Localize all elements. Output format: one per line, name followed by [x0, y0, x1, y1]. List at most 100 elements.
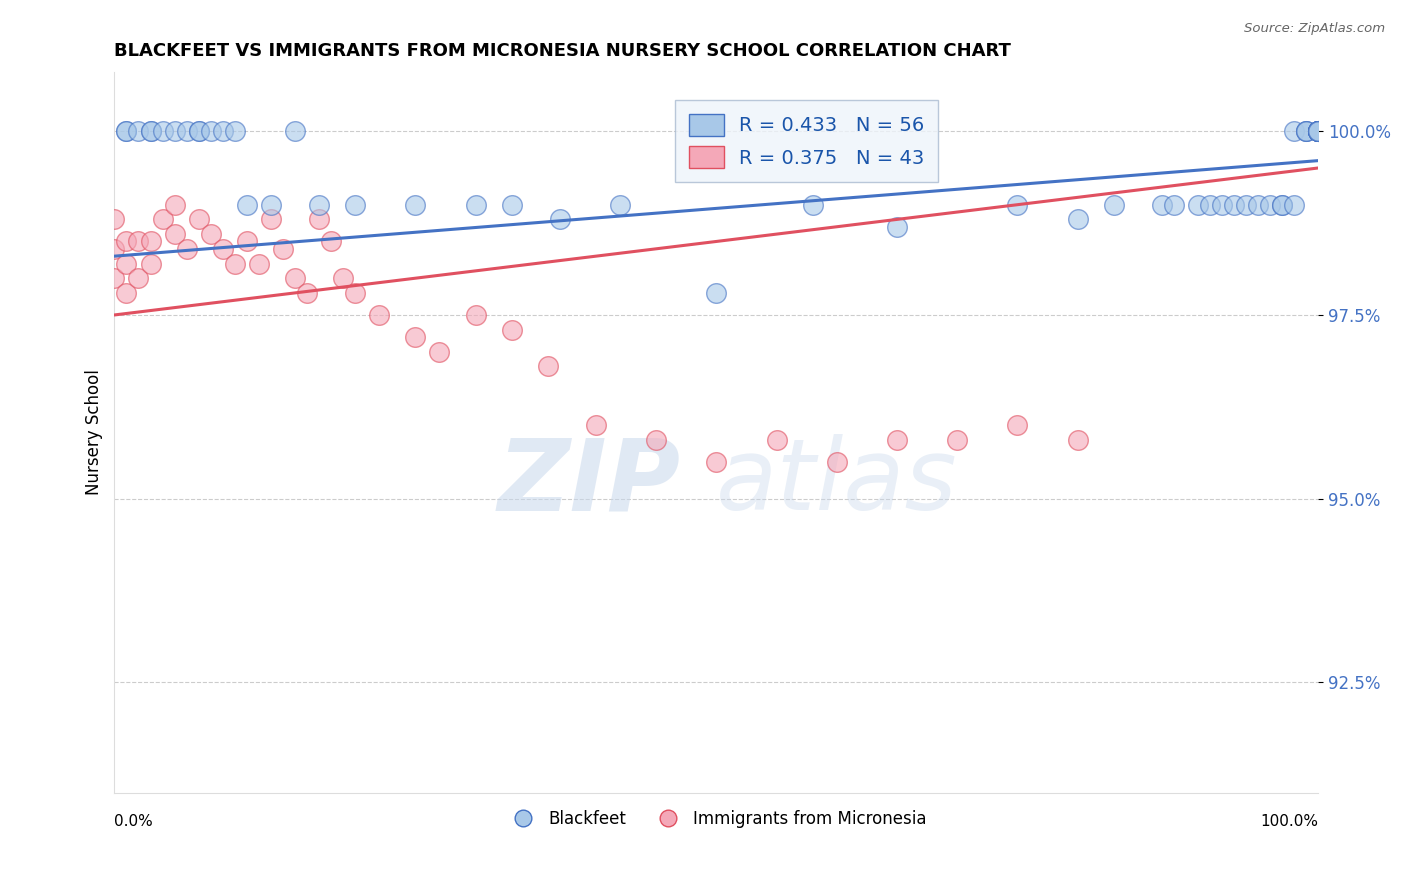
- Point: [1308, 124, 1330, 138]
- Point: [236, 235, 259, 249]
- Point: [115, 124, 138, 138]
- Point: [825, 455, 848, 469]
- Point: [211, 124, 233, 138]
- Point: [1066, 212, 1088, 227]
- Point: [295, 285, 318, 300]
- Point: [224, 124, 246, 138]
- Point: [271, 242, 294, 256]
- Text: ZIP: ZIP: [498, 434, 681, 532]
- Point: [115, 256, 138, 270]
- Point: [1308, 124, 1330, 138]
- Point: [139, 124, 162, 138]
- Point: [946, 433, 969, 447]
- Point: [127, 235, 149, 249]
- Text: Source: ZipAtlas.com: Source: ZipAtlas.com: [1244, 22, 1385, 36]
- Point: [344, 197, 367, 211]
- Point: [139, 124, 162, 138]
- Point: [1150, 197, 1173, 211]
- Point: [115, 285, 138, 300]
- Point: [1007, 418, 1029, 433]
- Point: [464, 308, 486, 322]
- Point: [308, 212, 330, 227]
- Point: [103, 271, 125, 285]
- Point: [187, 212, 209, 227]
- Point: [609, 197, 631, 211]
- Point: [1282, 197, 1305, 211]
- Point: [1308, 124, 1330, 138]
- Text: 100.0%: 100.0%: [1260, 814, 1319, 830]
- Point: [429, 344, 451, 359]
- Point: [152, 212, 174, 227]
- Point: [103, 212, 125, 227]
- Point: [1295, 124, 1317, 138]
- Point: [127, 271, 149, 285]
- Point: [247, 256, 270, 270]
- Point: [1271, 197, 1294, 211]
- Point: [139, 235, 162, 249]
- Point: [176, 124, 198, 138]
- Point: [368, 308, 391, 322]
- Point: [224, 256, 246, 270]
- Point: [1308, 124, 1330, 138]
- Point: [1282, 124, 1305, 138]
- Point: [886, 433, 908, 447]
- Point: [1308, 124, 1330, 138]
- Point: [501, 323, 523, 337]
- Point: [332, 271, 354, 285]
- Point: [1211, 197, 1233, 211]
- Point: [139, 256, 162, 270]
- Point: [1223, 197, 1246, 211]
- Point: [1308, 124, 1330, 138]
- Point: [1308, 124, 1330, 138]
- Point: [176, 242, 198, 256]
- Point: [886, 219, 908, 234]
- Point: [645, 433, 668, 447]
- Point: [163, 124, 186, 138]
- Point: [163, 197, 186, 211]
- Point: [537, 359, 560, 374]
- Point: [704, 455, 727, 469]
- Point: [260, 212, 283, 227]
- Y-axis label: Nursery School: Nursery School: [86, 369, 103, 495]
- Point: [308, 197, 330, 211]
- Point: [765, 433, 787, 447]
- Point: [801, 197, 824, 211]
- Point: [200, 124, 222, 138]
- Text: BLACKFEET VS IMMIGRANTS FROM MICRONESIA NURSERY SCHOOL CORRELATION CHART: BLACKFEET VS IMMIGRANTS FROM MICRONESIA …: [114, 42, 1011, 60]
- Point: [1295, 124, 1317, 138]
- Point: [1066, 433, 1088, 447]
- Point: [1247, 197, 1270, 211]
- Text: atlas: atlas: [716, 434, 957, 532]
- Point: [1187, 197, 1209, 211]
- Point: [319, 235, 342, 249]
- Point: [501, 197, 523, 211]
- Point: [704, 285, 727, 300]
- Point: [200, 227, 222, 241]
- Point: [1258, 197, 1281, 211]
- Point: [1308, 124, 1330, 138]
- Point: [548, 212, 571, 227]
- Point: [404, 197, 426, 211]
- Point: [1295, 124, 1317, 138]
- Point: [115, 235, 138, 249]
- Point: [127, 124, 149, 138]
- Legend: Blackfeet, Immigrants from Micronesia: Blackfeet, Immigrants from Micronesia: [499, 804, 932, 835]
- Point: [1007, 197, 1029, 211]
- Point: [1234, 197, 1257, 211]
- Point: [152, 124, 174, 138]
- Point: [260, 197, 283, 211]
- Point: [284, 271, 307, 285]
- Point: [187, 124, 209, 138]
- Point: [1308, 124, 1330, 138]
- Point: [163, 227, 186, 241]
- Point: [236, 197, 259, 211]
- Point: [1271, 197, 1294, 211]
- Point: [284, 124, 307, 138]
- Point: [585, 418, 607, 433]
- Point: [404, 330, 426, 344]
- Point: [1102, 197, 1125, 211]
- Point: [344, 285, 367, 300]
- Point: [211, 242, 233, 256]
- Point: [1199, 197, 1222, 211]
- Point: [1308, 124, 1330, 138]
